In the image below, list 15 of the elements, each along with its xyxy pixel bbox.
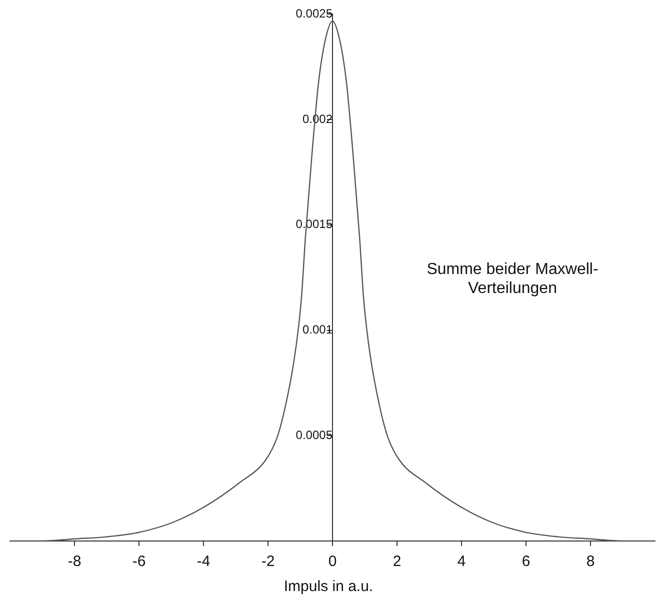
x-tick-label: 2 — [392, 553, 402, 570]
x-axis-title: Impuls in a.u. — [282, 578, 374, 595]
y-tick-label: 0.001 — [302, 322, 333, 337]
x-tick-label: -8 — [68, 553, 82, 570]
x-tick-label: 4 — [457, 553, 466, 570]
annotation: Summe beider Maxwell-Verteilungen — [426, 260, 600, 298]
y-tick-label: 0.0005 — [296, 428, 333, 442]
x-tick-label: -2 — [261, 553, 275, 570]
x-tick-label: 0 — [328, 553, 337, 570]
x-tick-label: 8 — [586, 553, 595, 570]
y-tick-label: 0.0025 — [296, 6, 333, 21]
x-tick-label: -6 — [132, 553, 146, 570]
line-series — [10, 20, 655, 541]
x-tick-label: -4 — [196, 553, 210, 570]
x-tick-label: 6 — [522, 553, 530, 570]
